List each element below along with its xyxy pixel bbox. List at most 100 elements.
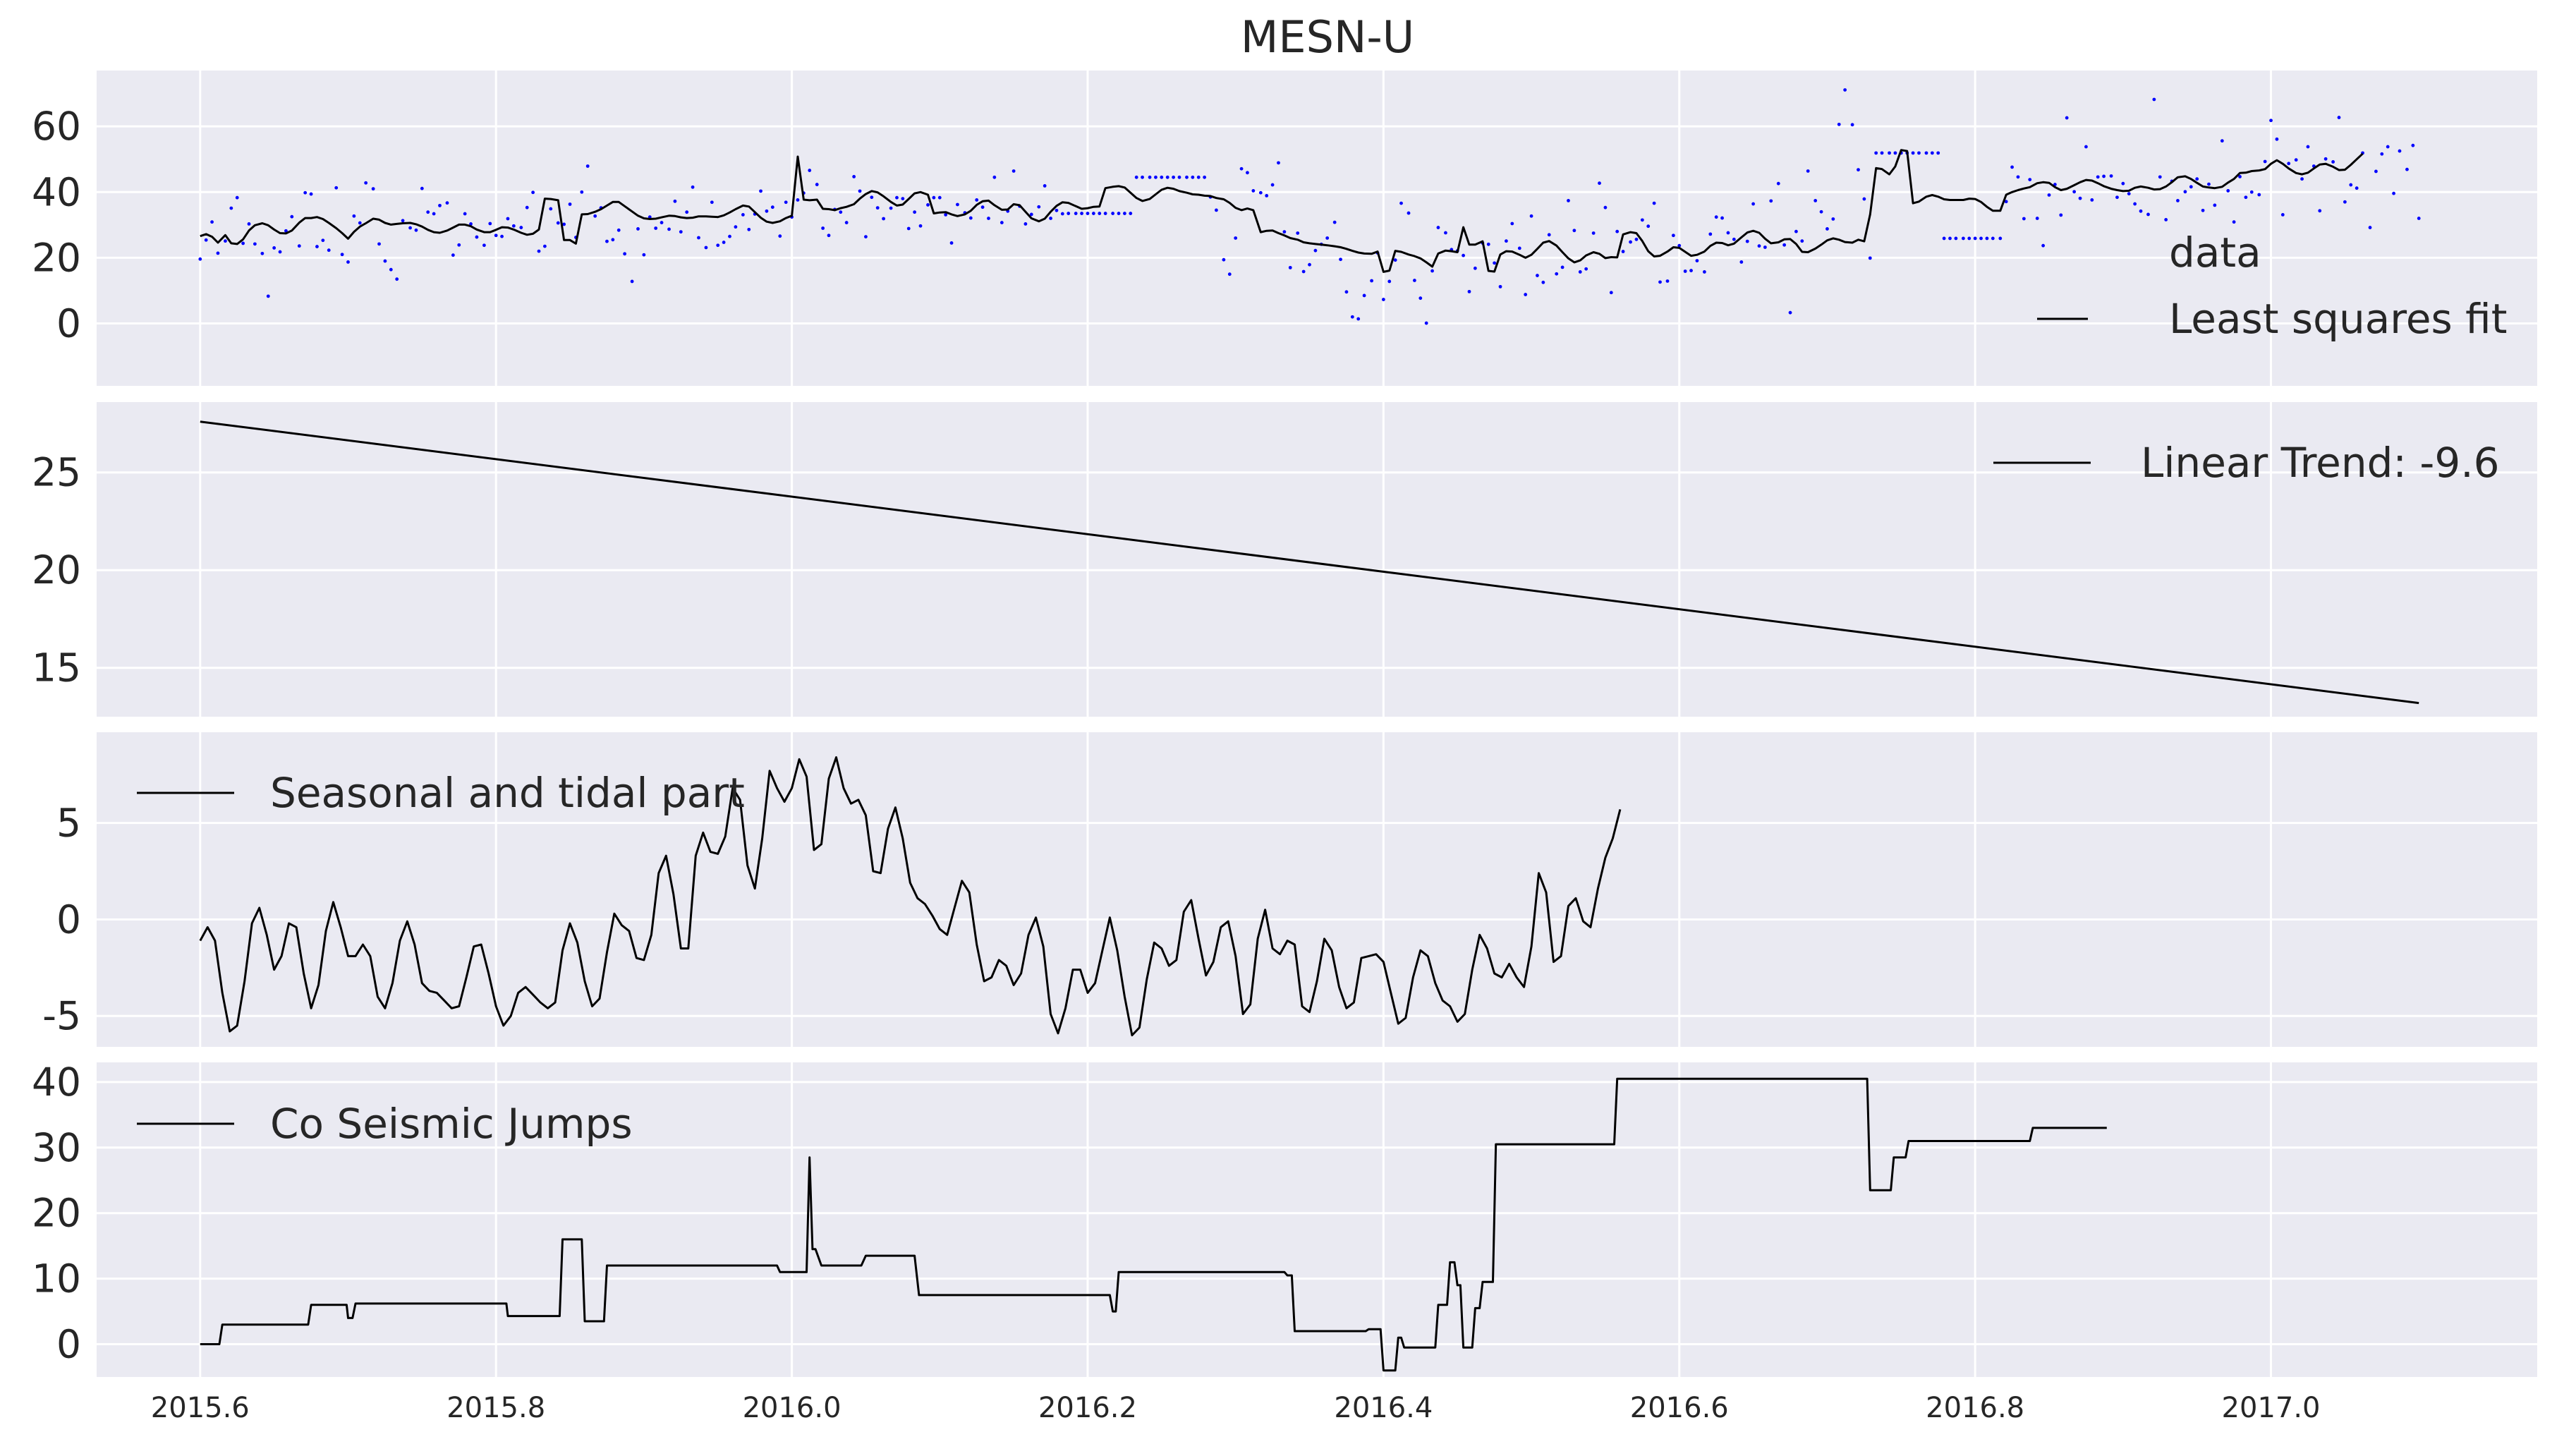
data-point	[1493, 261, 1497, 265]
data-point	[1683, 269, 1687, 273]
data-point	[1430, 269, 1434, 273]
data-point	[1325, 236, 1330, 240]
data-point	[2374, 169, 2378, 174]
data-point	[1615, 229, 1620, 233]
data-point	[1086, 212, 1090, 215]
data-point	[1177, 175, 1181, 179]
data-point	[2189, 185, 2193, 189]
data-point	[2090, 198, 2094, 202]
x-tick-label: 2016.8	[1926, 1392, 2024, 1424]
data-point	[408, 226, 412, 230]
data-point	[556, 221, 560, 225]
data-point	[716, 243, 720, 248]
data-point	[224, 239, 227, 243]
data-point	[1277, 161, 1280, 165]
data-point	[420, 186, 424, 190]
x-tick-label: 2015.6	[151, 1392, 250, 1424]
data-point	[1888, 151, 1891, 155]
data-point	[2244, 195, 2248, 200]
data-point	[821, 226, 825, 230]
data-point	[1629, 240, 1632, 244]
plot-area	[199, 756, 1622, 1037]
y-tick-label: 20	[32, 547, 81, 593]
data-point	[1763, 245, 1767, 249]
data-point	[511, 224, 516, 228]
data-point	[297, 244, 301, 248]
data-point	[346, 260, 350, 264]
data-point	[235, 195, 239, 200]
series-line	[200, 1077, 2107, 1372]
data-point	[987, 217, 990, 220]
data-point	[765, 209, 769, 213]
data-point	[1769, 199, 1773, 203]
data-point	[1043, 184, 1047, 188]
data-point	[815, 183, 819, 186]
data-point	[531, 190, 535, 195]
legend-label: data	[2169, 229, 2261, 277]
data-point	[1584, 267, 1588, 271]
data-point	[1251, 189, 1256, 193]
data-point	[1745, 239, 1749, 243]
data-point	[1541, 280, 1545, 284]
data-point	[667, 227, 671, 231]
panel-4: 40 30 20 10 0 Co Seismic Jumps 2015.6 2015.8 201…	[32, 1060, 2537, 1424]
data-point	[1060, 212, 1064, 216]
data-point	[1572, 229, 1576, 233]
data-point	[759, 189, 763, 193]
data-point	[710, 200, 714, 205]
data-point	[1857, 168, 1860, 172]
data-point	[2417, 217, 2421, 220]
data-point	[2355, 186, 2359, 190]
data-point	[2022, 217, 2026, 221]
data-point	[1991, 236, 1995, 241]
data-point	[2195, 177, 2199, 181]
plot-background	[97, 1062, 2537, 1377]
data-point	[1154, 175, 1158, 179]
data-point	[2078, 196, 2082, 200]
data-point	[1703, 270, 1706, 274]
data-point	[1720, 216, 1724, 220]
y-tick-label: 20	[32, 235, 81, 280]
data-point	[2102, 174, 2106, 178]
data-point	[1141, 175, 1144, 179]
data-point	[1806, 169, 1810, 173]
data-point	[1788, 310, 1792, 315]
data-point	[2139, 209, 2143, 213]
x-tick-label: 2016.0	[743, 1392, 842, 1424]
data-point	[1424, 321, 1428, 325]
data-point	[1776, 181, 1780, 186]
data-point	[1677, 243, 1682, 248]
data-point	[216, 251, 220, 255]
data-point	[2226, 189, 2230, 193]
data-point	[1529, 214, 1533, 218]
y-tick-label: 60	[32, 104, 81, 149]
data-point	[2047, 193, 2051, 197]
x-tick-label: 2016.4	[1334, 1392, 1433, 1424]
data-point	[2368, 226, 2372, 229]
data-point	[1967, 236, 1972, 241]
data-point	[266, 294, 270, 298]
data-point	[2263, 159, 2267, 164]
data-point	[371, 187, 375, 191]
panel-1: 60 40 20 0 data Least squares fit	[32, 71, 2537, 386]
data-point	[1985, 236, 1989, 241]
data-point	[1246, 171, 1249, 175]
data-point	[704, 245, 708, 250]
data-point	[537, 249, 541, 253]
data-point	[2275, 137, 2279, 141]
x-tick-label: 2016.2	[1038, 1392, 1137, 1424]
data-point	[875, 206, 880, 210]
data-point	[1203, 175, 1207, 179]
data-point	[918, 224, 923, 228]
data-point	[2213, 203, 2217, 207]
data-point	[1917, 151, 1921, 155]
data-point	[1399, 201, 1403, 205]
data-point	[1356, 317, 1361, 321]
data-point	[2287, 162, 2291, 166]
data-point	[1652, 201, 1656, 205]
data-point	[395, 277, 399, 281]
data-point	[1172, 175, 1175, 179]
data-point	[469, 222, 473, 226]
data-point	[1924, 151, 1928, 155]
data-point	[1185, 175, 1189, 179]
